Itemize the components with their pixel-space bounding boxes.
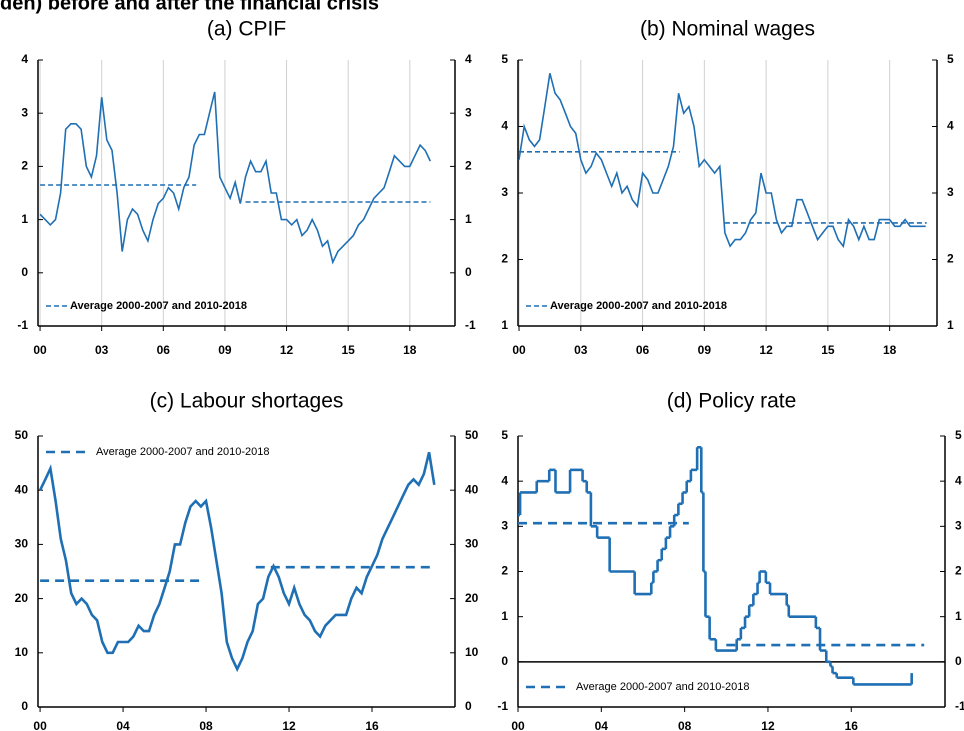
legend-label: Average 2000-2007 and 2010-2018 — [96, 446, 270, 458]
x-tick-label: 00 — [33, 719, 47, 731]
y2-tick-label: 50 — [465, 428, 479, 442]
y-tick-label: 5 — [501, 52, 508, 66]
average-line — [519, 151, 927, 224]
data-line — [38, 451, 436, 673]
chart-title: (d) Policy rate — [667, 390, 797, 413]
y-tick-label: 5 — [501, 428, 508, 442]
x-tick-label: 03 — [574, 343, 588, 357]
y2-tick-label: -1 — [465, 318, 476, 332]
y-tick-label: 4 — [501, 119, 508, 133]
y-tick-label: 4 — [21, 52, 28, 66]
x-tick-label: 12 — [280, 343, 294, 357]
x-tick-label: 16 — [845, 719, 859, 731]
y2-tick-label: 1 — [465, 212, 472, 226]
y2-tick-label: 2 — [955, 564, 962, 578]
x-tick-label: 00 — [512, 343, 526, 357]
y2-tick-label: 0 — [465, 699, 472, 713]
legend-label: Average 2000-2007 and 2010-2018 — [576, 681, 750, 693]
y2-tick-label: 4 — [955, 473, 962, 487]
y-tick-label: 2 — [501, 252, 508, 266]
y2-tick-label: 5 — [955, 428, 962, 442]
y2-tick-label: 4 — [465, 52, 472, 66]
x-tick-label: 16 — [365, 719, 379, 731]
y2-tick-label: 20 — [465, 591, 479, 605]
y-tick-label: 1 — [21, 212, 28, 226]
y2-tick-label: 3 — [465, 105, 472, 119]
y-tick-label: 2 — [21, 159, 28, 173]
chart-title: (a) CPIF — [207, 18, 286, 41]
x-tick-label: 09 — [218, 343, 232, 357]
y2-tick-label: 40 — [465, 482, 479, 496]
y2-tick-label: 10 — [465, 645, 479, 659]
y2-tick-label: 30 — [465, 537, 479, 551]
x-tick-label: 12 — [761, 719, 775, 731]
chart-title: (b) Nominal wages — [640, 18, 815, 41]
y-tick-label: 0 — [21, 699, 28, 713]
x-tick-label: 08 — [199, 719, 213, 731]
y2-tick-label: 1 — [947, 318, 954, 332]
y-tick-label: 4 — [501, 473, 508, 487]
y2-tick-label: 0 — [465, 265, 472, 279]
y-tick-label: 0 — [21, 265, 28, 279]
average-line — [40, 565, 431, 582]
x-tick-label: 09 — [698, 343, 712, 357]
y2-tick-label: 2 — [465, 159, 472, 173]
average-line — [40, 184, 431, 203]
legend-label: Average 2000-2007 and 2010-2018 — [550, 300, 727, 312]
average-line — [518, 521, 925, 647]
x-tick-label: 18 — [403, 343, 417, 357]
y2-tick-label: 1 — [955, 609, 962, 623]
data-line — [39, 91, 432, 265]
y-tick-label: 30 — [15, 537, 29, 551]
x-tick-label: 12 — [282, 719, 296, 731]
y-tick-label: 10 — [15, 645, 29, 659]
x-tick-label: 00 — [511, 719, 525, 731]
legend-label: Average 2000-2007 and 2010-2018 — [70, 300, 247, 312]
x-tick-label: 08 — [678, 719, 692, 731]
y2-tick-label: 4 — [947, 119, 954, 133]
x-tick-label: 18 — [883, 343, 897, 357]
x-tick-label: 06 — [157, 343, 171, 357]
y-tick-label: 40 — [15, 482, 29, 496]
y-tick-label: 1 — [501, 318, 508, 332]
y2-tick-label: 0 — [955, 654, 962, 668]
y-tick-label: -1 — [17, 318, 28, 332]
y-tick-label: 2 — [501, 564, 508, 578]
chart-title: (c) Labour shortages — [150, 390, 344, 413]
y-tick-label: 1 — [501, 609, 508, 623]
y2-tick-label: -1 — [955, 699, 964, 713]
data-line — [518, 73, 926, 249]
y-tick-label: 3 — [501, 519, 508, 533]
y-tick-label: 3 — [501, 185, 508, 199]
y2-tick-label: 3 — [947, 185, 954, 199]
y-tick-label: 3 — [21, 105, 28, 119]
y-tick-label: 50 — [15, 428, 29, 442]
y-tick-label: 0 — [501, 654, 508, 668]
x-tick-label: 12 — [759, 343, 773, 357]
x-tick-label: 15 — [821, 343, 835, 357]
x-tick-label: 06 — [636, 343, 650, 357]
y-tick-label: 20 — [15, 591, 29, 605]
x-tick-label: 15 — [342, 343, 356, 357]
y2-tick-label: 2 — [947, 252, 954, 266]
page-heading: den) before and after the financial cris… — [0, 0, 379, 14]
y2-tick-label: 5 — [947, 52, 954, 66]
y2-tick-label: 3 — [955, 519, 962, 533]
x-tick-label: 03 — [95, 343, 109, 357]
y-tick-label: -1 — [497, 699, 508, 713]
x-tick-label: 00 — [33, 343, 47, 357]
x-tick-label: 04 — [116, 719, 130, 731]
x-tick-label: 04 — [595, 719, 609, 731]
